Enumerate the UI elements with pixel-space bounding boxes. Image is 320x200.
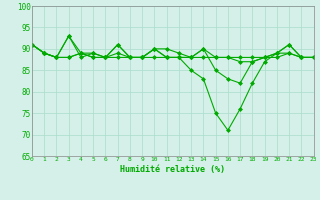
X-axis label: Humidité relative (%): Humidité relative (%): [120, 165, 225, 174]
